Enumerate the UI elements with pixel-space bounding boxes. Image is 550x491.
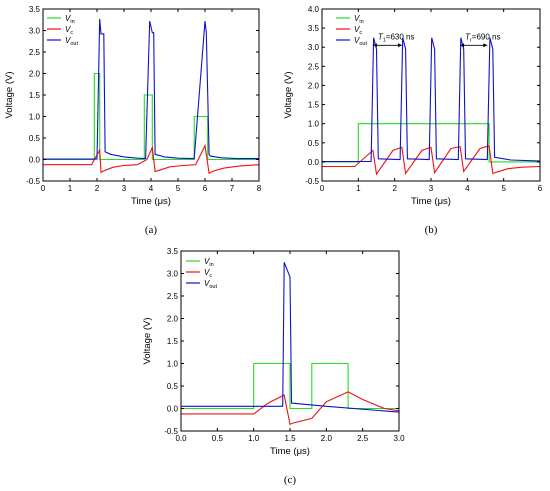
x-axis-label: Time (μs) — [411, 196, 451, 207]
y-tick-label: 0.0 — [167, 405, 179, 414]
x-tick-label: 0 — [320, 184, 325, 193]
chart-b: 0 1 2 3 4 5 6 -0.5 0.0 0.5 1.0 1.5 2.0 2.5 3.0 3.5 4.0 Ti… — [283, 5, 543, 236]
chart-a: 0 1 2 3 4 5 6 7 8 -0.5 0.0 0.5 1.0 1.5 2.0 2.5 3.0 3.5 Tim… — [4, 5, 262, 236]
y-tick-label: 3.0 — [167, 270, 179, 279]
y-tick-label: 1.5 — [167, 337, 179, 346]
panel-caption: (c) — [284, 474, 297, 486]
legend-label-Vout: Vout — [65, 36, 78, 47]
y-tick-label: 3.5 — [308, 24, 320, 33]
series-Vout-line — [43, 18, 259, 160]
x-tick-label: 7 — [230, 184, 235, 193]
arrow-head-right — [483, 43, 488, 48]
y-tick-label: 0.0 — [29, 156, 41, 165]
panel-caption: (b) — [425, 224, 438, 236]
y-tick-label: 1.0 — [29, 113, 41, 122]
x-tick-label: 1 — [356, 184, 361, 193]
x-tick-label: 4 — [465, 184, 470, 193]
period-annotation: T1=630 ns — [372, 32, 415, 48]
x-tick-label: 3.0 — [393, 434, 405, 443]
y-axis-label: Voltage (V) — [4, 72, 15, 119]
y-tick-label: 2.5 — [29, 48, 41, 57]
y-tick-label: 3.0 — [308, 43, 320, 52]
x-tick-label: 5 — [501, 184, 506, 193]
y-tick-label: 3.5 — [167, 247, 179, 256]
y-tick-label: 0.0 — [308, 158, 320, 167]
y-tick-label: -0.5 — [26, 177, 40, 186]
y-tick-label: 2.5 — [167, 292, 179, 301]
legend-label-Vout: Vout — [204, 279, 217, 290]
legend-label-Vin: Vin — [204, 257, 214, 268]
x-tick-label: 0 — [41, 184, 46, 193]
y-tick-label: 2.5 — [308, 62, 320, 71]
period-label: Tr=690 ns — [465, 32, 500, 43]
x-axis-label: Time (μs) — [270, 446, 310, 457]
series-Vc-line — [43, 143, 260, 175]
x-tick-label: 2 — [392, 184, 397, 193]
x-tick-label: 2.0 — [321, 434, 333, 443]
y-tick-label: -0.5 — [164, 427, 178, 436]
x-tick-label: 0.0 — [175, 434, 187, 443]
x-tick-label: 3 — [122, 184, 127, 193]
x-tick-label: 4 — [149, 184, 154, 193]
legend-label-Vc: Vc — [354, 25, 362, 36]
x-tick-label: 0.5 — [212, 434, 224, 443]
x-tick-label: 8 — [257, 184, 262, 193]
y-tick-label: 0.5 — [308, 139, 320, 148]
x-tick-label: 1.5 — [284, 434, 296, 443]
series-Vc-line — [322, 145, 541, 176]
y-tick-label: 2.0 — [29, 70, 41, 79]
y-tick-label: 4.0 — [308, 5, 320, 14]
legend-label-Vin: Vin — [354, 14, 364, 25]
legend-label-Vin: Vin — [65, 14, 75, 25]
arrow-head-left — [372, 43, 377, 48]
series-Vin-line — [43, 72, 259, 161]
y-tick-label: 1.0 — [167, 360, 179, 369]
y-tick-label: -0.5 — [305, 177, 319, 186]
y-tick-label: 1.5 — [308, 101, 320, 110]
y-tick-label: 2.0 — [308, 81, 320, 90]
y-tick-label: 3.0 — [29, 27, 41, 36]
series-Vout-line — [181, 262, 400, 413]
x-axis-label: Time (μs) — [131, 196, 171, 207]
x-tick-label: 6 — [203, 184, 208, 193]
y-tick-label: 3.5 — [29, 5, 41, 14]
y-tick-label: 1.0 — [308, 120, 320, 129]
legend-label-Vc: Vc — [204, 268, 212, 279]
panel-caption: (a) — [145, 224, 158, 236]
arrow-head-left — [460, 43, 465, 48]
y-tick-label: 1.5 — [29, 91, 41, 100]
y-tick-label: 0.5 — [29, 134, 41, 143]
x-tick-label: 2.5 — [357, 434, 369, 443]
y-tick-label: 0.5 — [167, 382, 179, 391]
x-tick-label: 6 — [538, 184, 543, 193]
period-annotation: Tr=690 ns — [460, 32, 501, 48]
arrow-head-right — [397, 43, 402, 48]
x-tick-label: 5 — [176, 184, 181, 193]
x-tick-label: 3 — [429, 184, 434, 193]
y-axis-label: Voltage (V) — [142, 318, 153, 365]
legend-label-Vout: Vout — [354, 36, 367, 47]
chart-c: 0.0 0.5 1.0 1.5 2.0 2.5 3.0-0.50.00.51.01.52.0… — [142, 247, 405, 486]
legend-label-Vc: Vc — [65, 25, 73, 36]
series-Vin-line — [181, 362, 399, 410]
x-tick-label: 1 — [68, 184, 73, 193]
series-Vin-line — [322, 123, 540, 163]
period-label: T1=630 ns — [378, 32, 415, 43]
x-tick-label: 1.0 — [248, 434, 260, 443]
series-Vout-line — [322, 37, 541, 163]
x-tick-label: 2 — [95, 184, 100, 193]
y-axis-label: Voltage (V) — [283, 72, 294, 119]
y-tick-label: 2.0 — [167, 315, 179, 324]
series-Vc-line — [181, 391, 400, 426]
